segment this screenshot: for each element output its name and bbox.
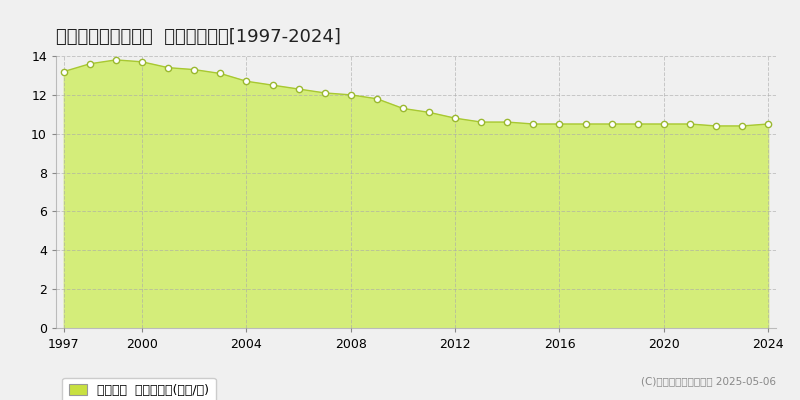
Text: 北群馬郡吉岡町漆原  基準地価推移[1997-2024]: 北群馬郡吉岡町漆原 基準地価推移[1997-2024] <box>56 28 341 46</box>
Text: (C)土地価格ドットコム 2025-05-06: (C)土地価格ドットコム 2025-05-06 <box>641 376 776 386</box>
Legend: 基準地価  平均坪単価(万円/坪): 基準地価 平均坪単価(万円/坪) <box>62 378 215 400</box>
